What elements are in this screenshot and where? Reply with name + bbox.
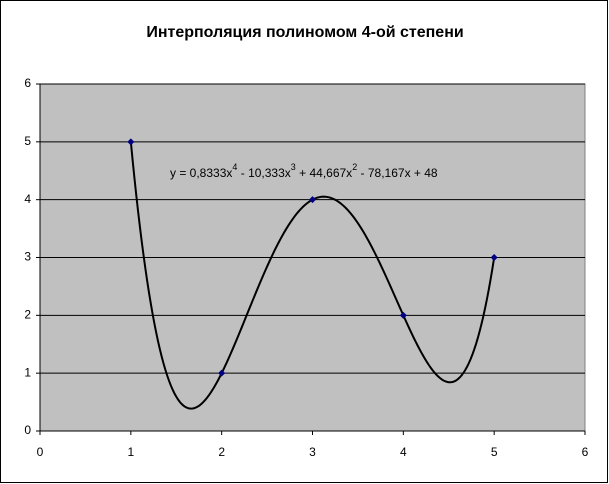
data-point: [309, 196, 316, 204]
y-tick-label: 3: [24, 250, 31, 264]
chart-title: Интерполяция полиномом 4-ой степени: [146, 24, 463, 41]
x-tick-label: 6: [582, 445, 589, 459]
x-tick-label: 3: [309, 445, 316, 459]
y-tick-label: 1: [24, 365, 31, 379]
data-point: [399, 311, 407, 319]
x-tick-label: 2: [218, 445, 225, 459]
equation-part: y = 0,8333x: [170, 166, 232, 180]
data-point: [218, 369, 226, 377]
equation-part: + 44,667x: [296, 166, 352, 180]
y-tick-label: 6: [24, 76, 31, 90]
equation-superscript: 3: [291, 162, 296, 172]
equation-part: - 10,333x: [237, 166, 290, 180]
y-tick-label: 5: [24, 134, 31, 148]
equation-part: - 78,167x + 48: [357, 166, 438, 180]
equation-superscript: 2: [352, 162, 357, 172]
x-tick-label: 5: [491, 445, 498, 459]
y-tick-label: 0: [24, 423, 31, 437]
x-tick-label: 1: [127, 445, 134, 459]
equation-superscript: 4: [232, 162, 237, 172]
x-tick-label: 0: [37, 445, 44, 459]
data-point: [127, 138, 135, 146]
y-tick-label: 4: [24, 192, 31, 206]
x-tick-label: 4: [400, 445, 407, 459]
y-tick-label: 2: [24, 308, 31, 322]
data-point: [490, 254, 498, 261]
trendline-equation: y = 0,8333x4 - 10,333x3 + 44,667x2 - 78,…: [170, 162, 438, 180]
